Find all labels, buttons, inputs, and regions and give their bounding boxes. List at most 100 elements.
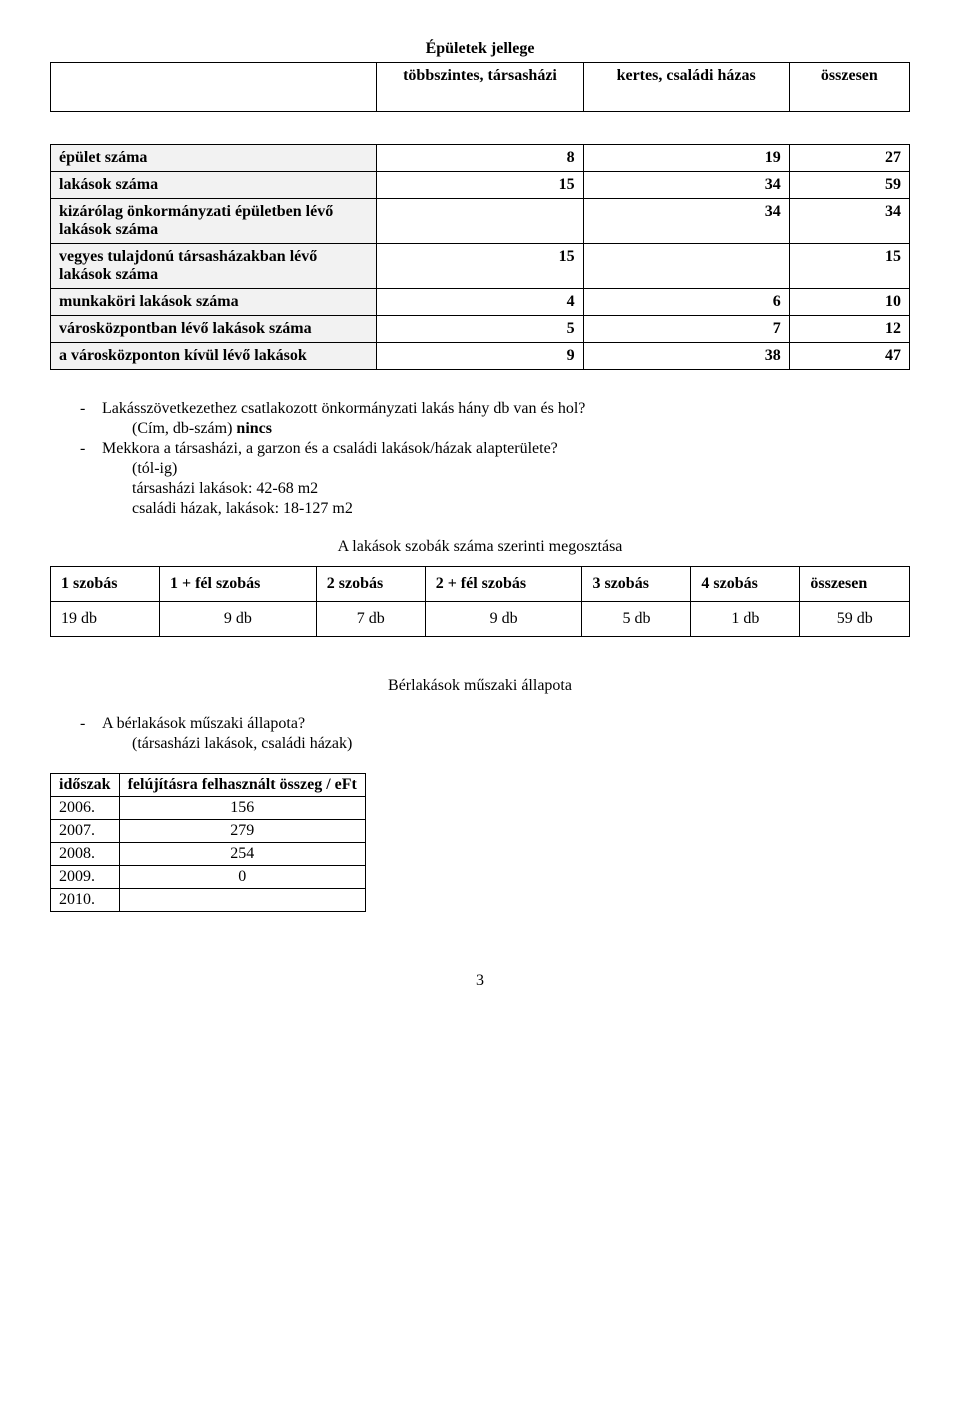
table-row: munkaköri lakások száma 4 6 10 [51, 289, 910, 316]
col-header: 4 szobás [691, 567, 800, 602]
cell: 5 [377, 316, 583, 343]
table-row: lakások száma 15 34 59 [51, 172, 910, 199]
cell: 59 [789, 172, 909, 199]
table-row: épület száma 8 19 27 [51, 145, 910, 172]
cell: 15 [377, 244, 583, 289]
year-cell: 2006. [51, 797, 120, 820]
cell: 9 db [159, 602, 316, 637]
list-text: Lakásszövetkezethez csatlakozott önkormá… [102, 400, 910, 418]
cell: 8 [377, 145, 583, 172]
col-header: 2 szobás [316, 567, 425, 602]
year-cell: 2010. [51, 889, 120, 912]
col-header-period: időszak [51, 774, 120, 797]
list-continuation: (tól-ig) [132, 460, 910, 478]
table-header-row: időszak felújításra felhasznált összeg /… [51, 774, 366, 797]
dash-icon: - [80, 715, 102, 733]
list-continuation: (társasházi lakások, családi házak) [132, 735, 910, 753]
cell: 47 [789, 343, 909, 370]
row-label: a városközponton kívül lévő lakások [51, 343, 377, 370]
renovation-table: időszak felújításra felhasznált összeg /… [50, 773, 366, 912]
table-row: 2007. 279 [51, 820, 366, 843]
table-row: 2006. 156 [51, 797, 366, 820]
cell: 19 [583, 145, 789, 172]
cell: 1 db [691, 602, 800, 637]
cell: 34 [789, 199, 909, 244]
cell: 12 [789, 316, 909, 343]
bullet-list-1: - Lakásszövetkezethez csatlakozott önkor… [80, 400, 910, 518]
table-row: 2010. [51, 889, 366, 912]
value-cell: 156 [119, 797, 365, 820]
col-header-c: kertes, családi házas [583, 63, 789, 112]
col-header: 1 + fél szobás [159, 567, 316, 602]
answer-bold: nincs [236, 420, 272, 437]
cell: 4 [377, 289, 583, 316]
row-label: lakások száma [51, 172, 377, 199]
col-header-b: többszintes, társasházi [377, 63, 583, 112]
cell: 10 [789, 289, 909, 316]
cell [583, 244, 789, 289]
col-header: összesen [800, 567, 910, 602]
year-cell: 2007. [51, 820, 120, 843]
table-header-row: 1 szobás 1 + fél szobás 2 szobás 2 + fél… [51, 567, 910, 602]
table-header-row: többszintes, társasházi kertes, családi … [51, 63, 910, 112]
cell [377, 199, 583, 244]
cell: 15 [789, 244, 909, 289]
cell: 59 db [800, 602, 910, 637]
header-empty [51, 63, 377, 112]
gap-row [51, 112, 910, 145]
value-cell: 254 [119, 843, 365, 866]
year-cell: 2009. [51, 866, 120, 889]
list-item: - Lakásszövetkezethez csatlakozott önkor… [80, 400, 910, 418]
list-item: - A bérlakások műszaki állapota? [80, 715, 910, 733]
col-header: 1 szobás [51, 567, 160, 602]
col-header: 2 + fél szobás [425, 567, 582, 602]
list-text: Mekkora a társasházi, a garzon és a csal… [102, 440, 910, 458]
cell: 7 db [316, 602, 425, 637]
cell: 27 [789, 145, 909, 172]
dash-icon: - [80, 440, 102, 458]
table-row: 2009. 0 [51, 866, 366, 889]
row-label: munkaköri lakások száma [51, 289, 377, 316]
cell: 34 [583, 199, 789, 244]
dash-icon: - [80, 400, 102, 418]
cell: 9 [377, 343, 583, 370]
value-cell [119, 889, 365, 912]
list-item: - Mekkora a társasházi, a garzon és a cs… [80, 440, 910, 458]
cell: 19 db [51, 602, 160, 637]
answer-prefix: (Cím, db-szám) [132, 420, 236, 437]
col-header-d: összesen [789, 63, 909, 112]
list-text: A bérlakások műszaki állapota? [102, 715, 910, 733]
condition-section-title: Bérlakások műszaki állapota [50, 677, 910, 695]
table-row: városközpontban lévő lakások száma 5 7 1… [51, 316, 910, 343]
rooms-table: 1 szobás 1 + fél szobás 2 szobás 2 + fél… [50, 566, 910, 637]
year-cell: 2008. [51, 843, 120, 866]
table-row: kizárólag önkormányzati épületben lévő l… [51, 199, 910, 244]
list-continuation: társasházi lakások: 42-68 m2 [132, 480, 910, 498]
table-row: 2008. 254 [51, 843, 366, 866]
page-title: Épületek jellege [50, 40, 910, 58]
cell: 9 db [425, 602, 582, 637]
col-header-amount: felújításra felhasznált összeg / eFt [119, 774, 365, 797]
col-header: 3 szobás [582, 567, 691, 602]
row-label: vegyes tulajdonú társasházakban lévő lak… [51, 244, 377, 289]
bullet-list-2: - A bérlakások műszaki állapota? (társas… [80, 715, 910, 753]
rooms-table-title: A lakások szobák száma szerinti megosztá… [50, 538, 910, 556]
cell: 34 [583, 172, 789, 199]
cell: 7 [583, 316, 789, 343]
building-type-table: többszintes, társasházi kertes, családi … [50, 62, 910, 370]
table-row: a városközponton kívül lévő lakások 9 38… [51, 343, 910, 370]
list-continuation: (Cím, db-szám) nincs [132, 420, 910, 438]
table-row: vegyes tulajdonú társasházakban lévő lak… [51, 244, 910, 289]
value-cell: 279 [119, 820, 365, 843]
table-row: 19 db 9 db 7 db 9 db 5 db 1 db 59 db [51, 602, 910, 637]
row-label: épület száma [51, 145, 377, 172]
row-label: kizárólag önkormányzati épületben lévő l… [51, 199, 377, 244]
list-continuation: családi házak, lakások: 18-127 m2 [132, 500, 910, 518]
value-cell: 0 [119, 866, 365, 889]
cell: 5 db [582, 602, 691, 637]
cell: 15 [377, 172, 583, 199]
cell: 6 [583, 289, 789, 316]
page-number: 3 [50, 972, 910, 990]
cell: 38 [583, 343, 789, 370]
row-label: városközpontban lévő lakások száma [51, 316, 377, 343]
